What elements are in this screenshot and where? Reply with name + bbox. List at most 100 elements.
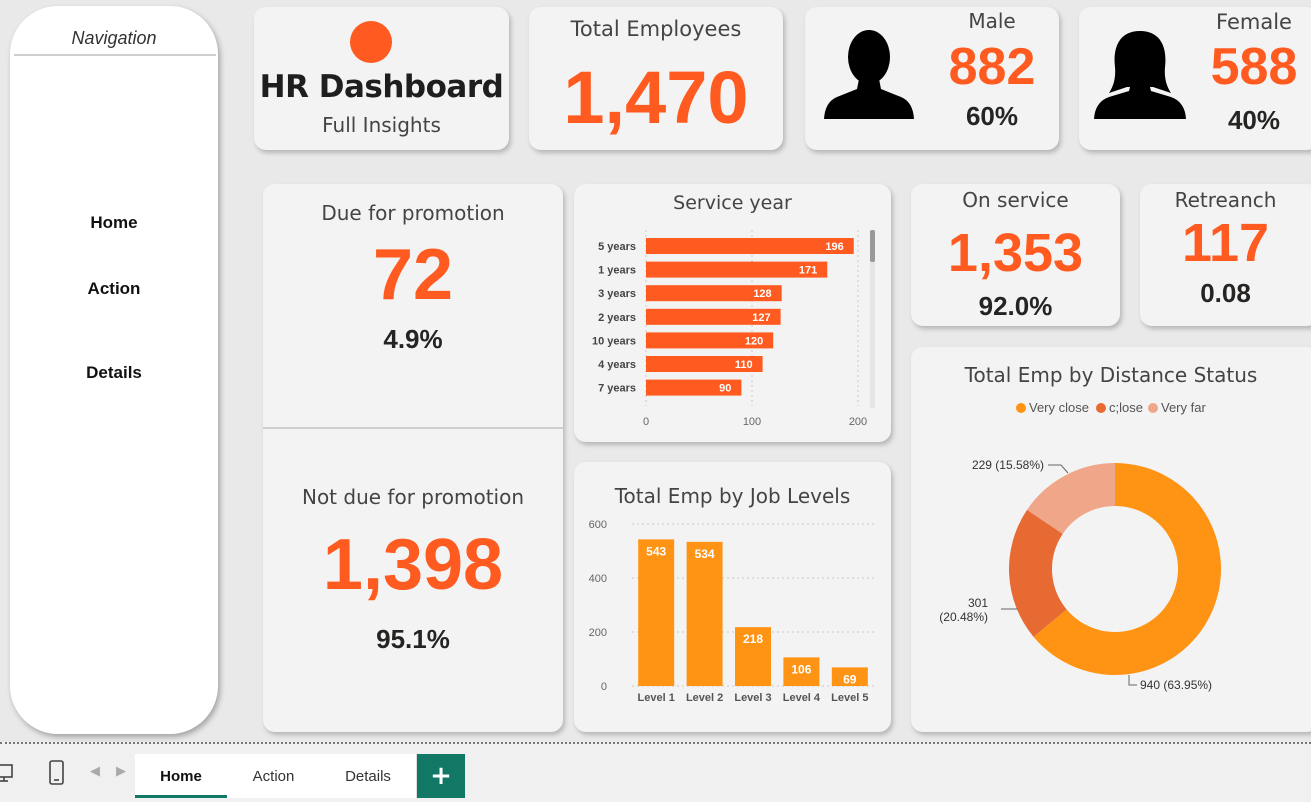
bar-value-label: 534 [695, 547, 715, 561]
total-employees-card: Total Employees 1,470 [529, 7, 783, 150]
navigation-divider [14, 54, 216, 56]
previous-page-icon[interactable]: ◀ [90, 764, 100, 779]
bar [831, 667, 868, 686]
page-tab-bar: ◀ ▶ Home Action Details + [0, 742, 1311, 802]
category-label: 4 years [598, 359, 636, 371]
slice-label: (20.48%) [939, 610, 988, 624]
male-value: 882 [948, 38, 1036, 96]
slice-label: 940 (63.95%) [1140, 678, 1212, 692]
legend-label: Very far [1161, 400, 1206, 415]
retrench-label: Retreanch [1174, 188, 1277, 212]
bar [646, 379, 742, 396]
bar [686, 541, 723, 686]
due-promotion-value: 72 [372, 235, 454, 315]
female-value: 588 [1210, 38, 1298, 96]
retrench-value: 117 [1181, 213, 1270, 273]
bar-value-label: 218 [743, 632, 763, 646]
tab-home[interactable]: Home [135, 754, 228, 798]
female-label: Female [1216, 10, 1292, 34]
navigation-title: Navigation [71, 28, 157, 48]
on-service-card: On service 1,353 92.0% [911, 184, 1120, 326]
logo-circle [350, 21, 392, 63]
male-card: Male 882 60% [805, 7, 1059, 150]
bar [646, 261, 828, 278]
dashboard-title: HR Dashboard [259, 69, 504, 105]
due-promotion-label: Due for promotion [321, 201, 505, 225]
bar-value-label: 196 [825, 241, 843, 253]
next-page-icon[interactable]: ▶ [116, 764, 126, 779]
bar [646, 238, 854, 254]
on-service-label: On service [962, 188, 1069, 212]
bar-value-label: 543 [646, 544, 666, 558]
bar [646, 356, 763, 372]
nav-details-button[interactable]: Details [86, 363, 142, 382]
not-due-promotion-label: Not due for promotion [301, 485, 525, 509]
category-label: Level 4 [783, 692, 821, 704]
not-due-promotion-value: 1,398 [322, 525, 504, 605]
category-label: Level 2 [686, 692, 723, 704]
y-tick-label: 0 [601, 681, 607, 693]
leader-line [1048, 464, 1069, 474]
total-employees-value: 1,470 [563, 56, 749, 139]
male-percent: 60% [965, 101, 1019, 131]
legend-label: c;lose [1109, 400, 1143, 415]
on-service-percent: 92.0% [978, 291, 1053, 321]
y-tick-label: 200 [589, 627, 607, 639]
desktop-view-icon[interactable] [0, 762, 16, 784]
navigation-panel: Navigation Home Action Details [10, 6, 218, 734]
not-due-promotion-percent: 95.1% [376, 624, 450, 654]
x-tick-label: 0 [643, 416, 649, 428]
retrench-percent: 0.08 [1200, 278, 1251, 308]
category-label: 7 years [598, 383, 636, 395]
promotion-card: Due for promotion 72 4.9% Not due for pr… [263, 184, 563, 732]
category-label: Level 1 [638, 692, 675, 704]
on-service-value: 1,353 [947, 223, 1084, 283]
category-label: 10 years [592, 335, 636, 347]
header-card: HR Dashboard Full Insights [254, 7, 509, 150]
bar-value-label: 106 [791, 662, 811, 676]
bar-value-label: 110 [735, 359, 753, 371]
bar [638, 539, 675, 686]
bar [646, 308, 781, 325]
distance-status-title: Total Emp by Distance Status [964, 363, 1258, 387]
bar-value-label: 127 [752, 312, 770, 324]
category-label: 2 years [598, 312, 636, 324]
legend-marker [1016, 403, 1026, 413]
male-icon [824, 30, 914, 119]
service-year-title: Service year [673, 192, 792, 214]
service-year-card: Service year 0 100 200 5 years 196 1 years 171… [574, 184, 891, 442]
category-label: 5 years [598, 241, 636, 253]
chart-scrollbar-thumb[interactable] [870, 230, 875, 262]
bar-value-label: 171 [799, 265, 817, 277]
job-levels-title: Total Emp by Job Levels [614, 484, 851, 508]
tab-action[interactable]: Action [227, 754, 321, 798]
donut-slice [1033, 463, 1221, 675]
dashboard-subtitle: Full Insights [322, 113, 441, 137]
legend-marker [1148, 403, 1158, 413]
nav-home-button[interactable]: Home [90, 213, 138, 232]
mobile-view-icon[interactable] [48, 760, 66, 786]
x-tick-label: 200 [849, 416, 867, 428]
bar-value-label: 69 [843, 672, 857, 686]
slice-label: 301 [968, 596, 988, 610]
due-promotion-percent: 4.9% [383, 324, 443, 354]
category-label: Level 3 [734, 692, 771, 704]
distance-status-chart: Very close c;lose Very far 940 (63.95%) 301(… [939, 400, 1221, 692]
category-label: Level 5 [831, 692, 868, 704]
add-page-button[interactable]: + [417, 754, 465, 798]
total-employees-label: Total Employees [570, 17, 742, 41]
retrench-card: Retreanch 117 0.08 [1140, 184, 1311, 326]
tab-details[interactable]: Details [320, 754, 417, 798]
bar [783, 657, 820, 686]
bar [735, 627, 771, 686]
service-year-chart: 0 100 200 5 years 196 1 years 171 3 years 128 2 y… [592, 230, 875, 428]
chart-scrollbar-track[interactable] [870, 230, 875, 408]
bar [646, 332, 774, 349]
y-tick-label: 600 [589, 519, 607, 531]
slice-label: 229 (15.58%) [972, 458, 1044, 472]
bar-value-label: 90 [719, 383, 731, 395]
legend-marker [1096, 403, 1106, 413]
nav-action-button[interactable]: Action [87, 279, 141, 298]
male-label: Male [968, 9, 1016, 33]
bar-value-label: 120 [745, 335, 763, 347]
